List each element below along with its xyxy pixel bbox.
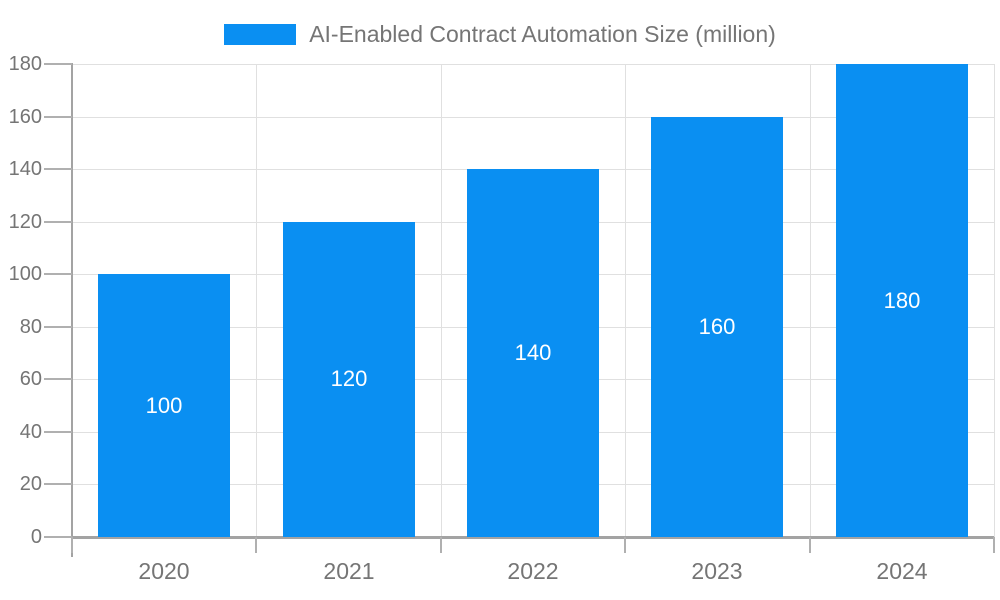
x-tick-label-2020: 2020 bbox=[138, 558, 190, 584]
v-gridline bbox=[441, 64, 442, 537]
x-axis-tick bbox=[993, 537, 995, 553]
y-axis-tick bbox=[44, 536, 72, 538]
y-tick-label: 0 bbox=[30, 526, 42, 548]
y-axis-tick bbox=[44, 431, 72, 433]
y-tick-label: 80 bbox=[19, 316, 42, 338]
legend-label[interactable]: AI-Enabled Contract Automation Size (mil… bbox=[309, 21, 776, 47]
x-axis-tick bbox=[624, 537, 626, 553]
x-axis-tick bbox=[440, 537, 442, 553]
y-tick-label: 180 bbox=[8, 53, 42, 75]
y-axis-tick bbox=[44, 273, 72, 275]
y-axis-tick bbox=[44, 116, 72, 118]
x-tick-label-2021: 2021 bbox=[323, 558, 375, 584]
v-gridline bbox=[256, 64, 257, 537]
v-gridline bbox=[625, 64, 626, 537]
x-tick-label-2024: 2024 bbox=[876, 558, 928, 584]
x-tick-label-2023: 2023 bbox=[691, 558, 743, 584]
bar-2020[interactable] bbox=[98, 274, 230, 537]
bar-2023[interactable] bbox=[651, 117, 783, 537]
h-gridline bbox=[73, 64, 994, 65]
x-axis-tick bbox=[71, 537, 73, 553]
y-axis-tick bbox=[44, 378, 72, 380]
bar-2021[interactable] bbox=[283, 222, 415, 537]
x-tick-label-2022: 2022 bbox=[507, 558, 559, 584]
legend-swatch[interactable] bbox=[224, 24, 297, 45]
y-tick-label: 20 bbox=[19, 473, 42, 495]
y-axis-tick bbox=[44, 168, 72, 170]
y-axis-tick bbox=[44, 326, 72, 328]
y-tick-label: 40 bbox=[19, 421, 42, 443]
y-axis-line bbox=[71, 63, 73, 557]
y-tick-label: 60 bbox=[19, 368, 42, 390]
y-tick-label: 140 bbox=[8, 158, 42, 180]
v-gridline bbox=[810, 64, 811, 537]
h-gridline bbox=[73, 117, 994, 118]
y-axis-tick bbox=[44, 483, 72, 485]
legend: AI-Enabled Contract Automation Size (mil… bbox=[0, 21, 1000, 48]
y-tick-label: 160 bbox=[8, 106, 42, 128]
x-axis-tick bbox=[255, 537, 257, 553]
x-axis-line bbox=[71, 536, 994, 539]
x-axis-tick bbox=[809, 537, 811, 553]
bar-2022[interactable] bbox=[467, 169, 599, 537]
v-gridline bbox=[994, 64, 995, 537]
y-axis-tick bbox=[44, 221, 72, 223]
y-tick-label: 100 bbox=[8, 263, 42, 285]
y-tick-label: 120 bbox=[8, 211, 42, 233]
y-axis-tick bbox=[44, 63, 72, 65]
bar-2024[interactable] bbox=[836, 64, 968, 537]
